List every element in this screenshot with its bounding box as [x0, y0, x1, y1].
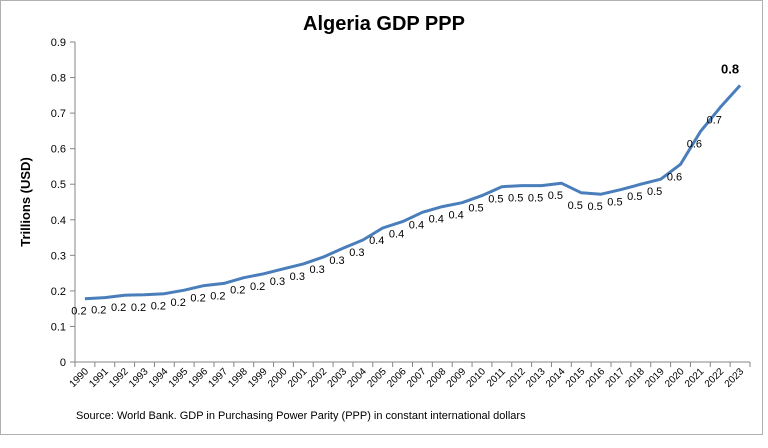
- data-label: 0.2: [91, 305, 106, 317]
- data-label: 0.4: [448, 210, 463, 222]
- data-label: 0.2: [250, 281, 265, 293]
- data-label: 0.5: [508, 193, 523, 205]
- y-tick-label: 0: [60, 357, 66, 369]
- source-note: Source: World Bank. GDP in Purchasing Po…: [76, 410, 526, 422]
- data-label: 0.2: [171, 297, 186, 309]
- data-label: 0.5: [528, 193, 543, 205]
- data-label: 0.3: [290, 271, 305, 283]
- data-label: 0.2: [111, 302, 126, 314]
- data-label: 0.3: [270, 276, 285, 288]
- data-label: 0.2: [131, 302, 146, 314]
- y-tick-label: 0.5: [51, 179, 66, 191]
- y-tick-label: 0.9: [51, 37, 66, 49]
- data-label: 0.5: [468, 203, 483, 215]
- data-line: [84, 84, 742, 301]
- data-label: 0.4: [429, 214, 444, 226]
- data-label: 0.5: [607, 197, 622, 209]
- data-label: 0.4: [369, 235, 384, 247]
- data-label: 0.4: [389, 229, 404, 241]
- data-label: 0.5: [548, 190, 563, 202]
- data-label: 0.5: [647, 186, 662, 198]
- data-label: 0.5: [568, 200, 583, 212]
- y-tick-label: 0.7: [51, 108, 66, 120]
- data-label: 0.4: [409, 219, 424, 231]
- y-tick-label: 0.4: [51, 215, 66, 227]
- data-label: 0.2: [190, 293, 205, 305]
- y-tick-label: 0.2: [51, 286, 66, 298]
- data-label: 0.3: [329, 255, 344, 267]
- y-tick-label: 0.8: [51, 73, 66, 85]
- y-tick-label: 0.6: [51, 144, 66, 156]
- data-label: 0.5: [587, 201, 602, 213]
- data-label: 0.3: [310, 264, 325, 276]
- data-label: 0.2: [230, 285, 245, 297]
- data-label: 0.8: [721, 61, 739, 76]
- y-tick-label: 0.3: [51, 250, 66, 262]
- data-label: 0.2: [151, 301, 166, 313]
- data-label: 0.6: [667, 171, 682, 183]
- data-label: 0.2: [71, 306, 86, 318]
- chart-title: Algeria GDP PPP: [303, 13, 465, 35]
- y-tick-label: 0.1: [51, 321, 66, 333]
- data-label: 0.3: [349, 247, 364, 259]
- data-label: 0.7: [707, 114, 722, 126]
- data-label: 0.5: [488, 194, 503, 206]
- data-label: 0.6: [687, 139, 702, 151]
- y-axis-label: Trillions (USD): [18, 157, 33, 247]
- data-label: 0.5: [627, 191, 642, 203]
- data-label: 0.2: [210, 290, 225, 302]
